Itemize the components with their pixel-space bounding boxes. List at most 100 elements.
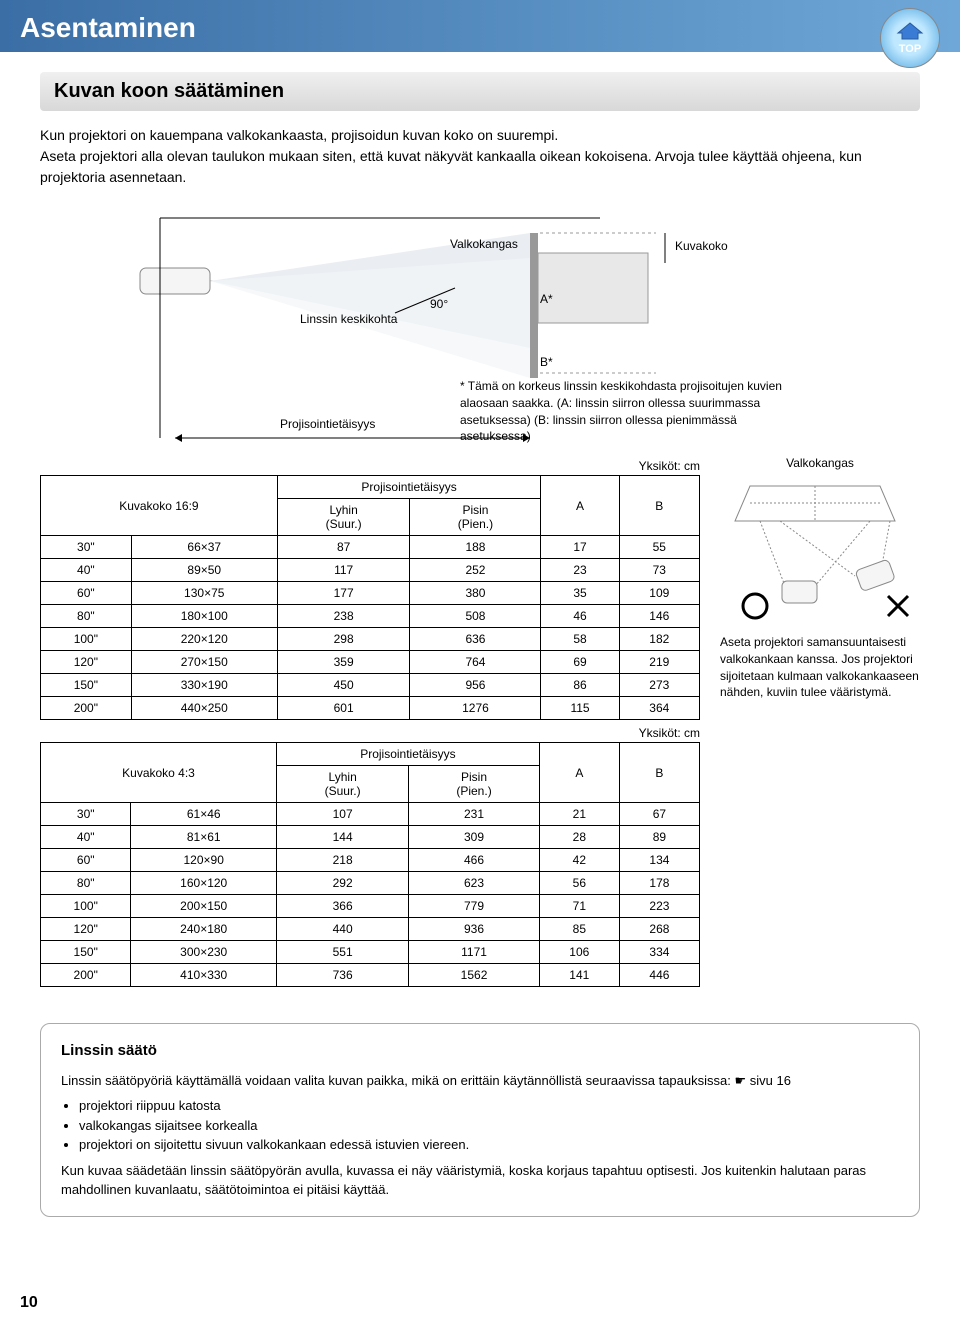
table-cell: 764 — [410, 651, 541, 674]
lens-center-label: Linssin keskikohta — [300, 312, 398, 326]
diagram-footnote: * Tämä on korkeus linssin keskikohdasta … — [460, 378, 790, 445]
table-cell: 109 — [619, 582, 699, 605]
t1-a: A — [541, 476, 619, 536]
table-cell: 58 — [541, 628, 619, 651]
table-cell: 334 — [619, 941, 699, 964]
table-cell: 61×46 — [131, 803, 277, 826]
table-cell: 736 — [277, 964, 409, 987]
valkokangas-label: Valkokangas — [450, 237, 518, 251]
table-cell: 268 — [619, 918, 699, 941]
table-cell: 936 — [409, 918, 540, 941]
table-cell: 146 — [619, 605, 699, 628]
table-row: 80"160×12029262356178 — [41, 872, 700, 895]
callout-link[interactable]: sivu 16 — [750, 1073, 791, 1088]
table-cell: 1562 — [409, 964, 540, 987]
table-cell: 223 — [619, 895, 699, 918]
table-cell: 21 — [539, 803, 619, 826]
house-icon — [896, 21, 924, 41]
table-cell: 450 — [277, 674, 410, 697]
top-badge-label: TOP — [899, 43, 921, 55]
table-cell: 106 — [539, 941, 619, 964]
angle-label: 90° — [430, 297, 448, 311]
table-cell: 120" — [41, 651, 132, 674]
table-cell: 440×250 — [131, 697, 277, 720]
table-cell: 160×120 — [131, 872, 277, 895]
table-cell: 200" — [41, 697, 132, 720]
table-cell: 440 — [277, 918, 409, 941]
list-item: projektori on sijoitettu sivuun valkokan… — [79, 1135, 899, 1155]
table-cell: 359 — [277, 651, 410, 674]
t2-short: Lyhin (Suur.) — [277, 766, 409, 803]
table-cell: 107 — [277, 803, 409, 826]
side-caption: Aseta projektori samansuuntaisesti valko… — [720, 634, 920, 701]
table-cell: 446 — [619, 964, 699, 987]
table-row: 100"220×12029863658182 — [41, 628, 700, 651]
list-item: projektori riippuu katosta — [79, 1096, 899, 1116]
table-cell: 636 — [410, 628, 541, 651]
t1-short: Lyhin (Suur.) — [277, 499, 410, 536]
a-label: A* — [540, 292, 553, 306]
table-cell: 69 — [541, 651, 619, 674]
callout-p1: Linssin säätöpyöriä käyttämällä voidaan … — [61, 1073, 734, 1088]
callout-title: Linssin säätö — [61, 1040, 899, 1063]
table-cell: 134 — [619, 849, 699, 872]
table-cell: 623 — [409, 872, 540, 895]
section-title: Kuvan koon säätäminen — [40, 72, 920, 111]
table-16-9: Kuvakoko 16:9 Projisointietäisyys A B Ly… — [40, 475, 700, 720]
table-cell: 1276 — [410, 697, 541, 720]
t2-a: A — [539, 743, 619, 803]
table-cell: 219 — [619, 651, 699, 674]
t1-proj: Projisointietäisyys — [277, 476, 541, 499]
table-cell: 178 — [619, 872, 699, 895]
table-cell: 71 — [539, 895, 619, 918]
table-row: 100"200×15036677971223 — [41, 895, 700, 918]
table-cell: 508 — [410, 605, 541, 628]
table-cell: 330×190 — [131, 674, 277, 697]
table-cell: 85 — [539, 918, 619, 941]
lens-adjust-callout: Linssin säätö Linssin säätöpyöriä käyttä… — [40, 1023, 920, 1217]
proj-dist-label: Projisointietäisyys — [280, 417, 375, 431]
table-cell: 1171 — [409, 941, 540, 964]
t2-title: Kuvakoko 4:3 — [41, 743, 277, 803]
table-cell: 231 — [409, 803, 540, 826]
side-column: Valkokangas Aseta projekt — [720, 455, 920, 701]
top-icon[interactable]: TOP — [880, 8, 940, 68]
table-row: 40"81×611443092889 — [41, 826, 700, 849]
table-cell: 46 — [541, 605, 619, 628]
table-row: 80"180×10023850846146 — [41, 605, 700, 628]
table-row: 120"270×15035976469219 — [41, 651, 700, 674]
list-item: valkokangas sijaitsee korkealla — [79, 1116, 899, 1136]
b-label: B* — [540, 355, 553, 369]
table-cell: 40" — [41, 559, 132, 582]
table-cell: 240×180 — [131, 918, 277, 941]
table-cell: 292 — [277, 872, 409, 895]
table-row: 120"240×18044093685268 — [41, 918, 700, 941]
t2-b: B — [619, 743, 699, 803]
table-row: 200"440×2506011276115364 — [41, 697, 700, 720]
table-cell: 80" — [41, 872, 131, 895]
table-cell: 270×150 — [131, 651, 277, 674]
table-cell: 120" — [41, 918, 131, 941]
table-cell: 42 — [539, 849, 619, 872]
t2-long: Pisin (Pien.) — [409, 766, 540, 803]
table-cell: 73 — [619, 559, 699, 582]
table-cell: 55 — [619, 536, 699, 559]
table-cell: 466 — [409, 849, 540, 872]
table-cell: 141 — [539, 964, 619, 987]
table-cell: 17 — [541, 536, 619, 559]
table-cell: 220×120 — [131, 628, 277, 651]
intro-text: Kun projektori on kauempana valkokankaas… — [40, 125, 920, 188]
table-cell: 35 — [541, 582, 619, 605]
table-cell: 30" — [41, 536, 132, 559]
pointer-icon: ☛ — [734, 1073, 746, 1088]
table-cell: 100" — [41, 628, 132, 651]
table-cell: 30" — [41, 803, 131, 826]
units-label-2: Yksiköt: cm — [40, 726, 700, 740]
table-cell: 130×75 — [131, 582, 277, 605]
table-cell: 67 — [619, 803, 699, 826]
table-cell: 87 — [277, 536, 410, 559]
table-cell: 60" — [41, 849, 131, 872]
table-cell: 23 — [541, 559, 619, 582]
table-cell: 150" — [41, 941, 131, 964]
table-cell: 779 — [409, 895, 540, 918]
